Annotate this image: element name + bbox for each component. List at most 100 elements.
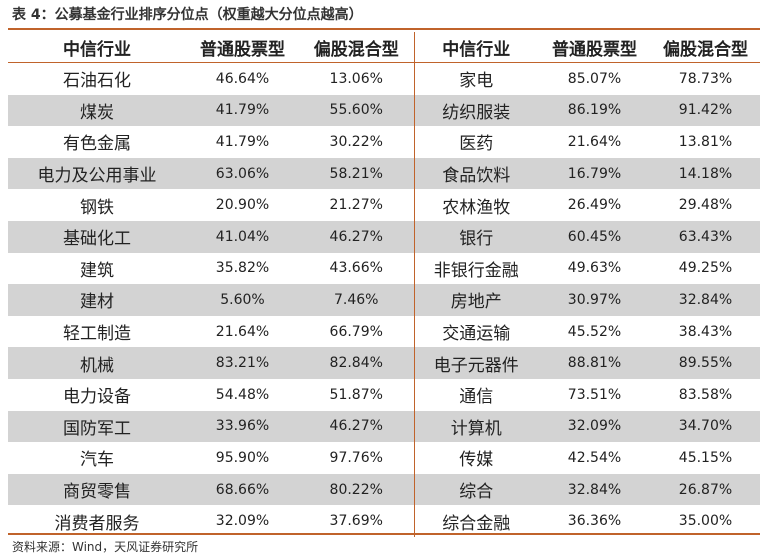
percentile-cell: 21.27% bbox=[329, 197, 383, 214]
percentile-cell: 68.66% bbox=[186, 473, 299, 506]
percentile-cell: 29.48% bbox=[678, 197, 733, 214]
percentile-cell: 45.15% bbox=[678, 449, 733, 466]
percentile-cell: 32.09% bbox=[215, 513, 270, 530]
percentile-cell: 73.51% bbox=[567, 386, 622, 403]
percentile-cell: 42.54% bbox=[567, 449, 622, 466]
percentile-cell: 83.21% bbox=[186, 347, 299, 379]
industry-cell: 交通运输 bbox=[413, 315, 538, 348]
header-hybrid-left: 偏股混合型 bbox=[299, 32, 414, 63]
industry-cell: 电力设备 bbox=[63, 387, 131, 408]
percentile-cell: 63.43% bbox=[651, 220, 760, 253]
percentile-cell: 41.79% bbox=[215, 133, 270, 150]
percentile-cell: 51.87% bbox=[329, 386, 383, 403]
percentile-cell: 34.70% bbox=[651, 410, 760, 443]
percentile-cell: 49.25% bbox=[678, 260, 733, 277]
header-stock-left: 普通股票型 bbox=[186, 32, 299, 63]
table-row: 商贸零售 68.66% 80.22% 综合 32.84% 26.87% bbox=[8, 473, 760, 506]
percentile-cell: 30.22% bbox=[329, 133, 383, 150]
percentile-cell: 88.81% bbox=[538, 347, 651, 379]
percentile-cell: 54.48% bbox=[215, 386, 270, 403]
industry-cell: 汽车 bbox=[80, 450, 114, 471]
percentile-cell: 7.46% bbox=[299, 284, 414, 316]
table-title: 表 4：公募基金行业排序分位点（权重越大分位点越高） bbox=[12, 7, 363, 23]
industry-cell: 综合 bbox=[413, 473, 538, 506]
percentile-cell: 46.64% bbox=[215, 70, 270, 87]
table-header-row: 中信行业 普通股票型 偏股混合型 中信行业 普通股票型 偏股混合型 bbox=[8, 32, 760, 63]
percentile-cell: 32.09% bbox=[538, 410, 651, 443]
percentile-cell: 58.21% bbox=[299, 157, 414, 190]
top-rule bbox=[8, 28, 760, 30]
percentile-cell: 26.49% bbox=[567, 197, 622, 214]
industry-cell: 通信 bbox=[413, 378, 538, 411]
percentile-cell: 45.52% bbox=[567, 323, 622, 340]
percentile-cell: 21.64% bbox=[567, 133, 622, 150]
industry-cell: 非银行金融 bbox=[413, 252, 538, 285]
bottom-rule bbox=[8, 533, 760, 535]
percentile-cell: 16.79% bbox=[538, 157, 651, 190]
industry-cell: 消费者服务 bbox=[54, 513, 140, 534]
percentile-cell: 78.73% bbox=[678, 70, 733, 87]
percentile-cell: 32.84% bbox=[538, 473, 651, 506]
percentile-cell: 80.22% bbox=[299, 473, 414, 506]
industry-cell: 国防军工 bbox=[8, 410, 186, 443]
industry-cell: 有色金属 bbox=[63, 134, 131, 155]
industry-cell: 轻工制造 bbox=[63, 324, 131, 345]
percentile-cell: 63.06% bbox=[186, 157, 299, 190]
header-hybrid-right: 偏股混合型 bbox=[651, 32, 760, 63]
table-row: 消费者服务 32.09% 37.69% 综合金融 36.36% 35.00% bbox=[8, 505, 760, 537]
percentile-cell: 55.60% bbox=[299, 94, 414, 127]
percentile-cell: 82.84% bbox=[299, 347, 414, 379]
percentile-cell: 21.64% bbox=[215, 323, 270, 340]
industry-cell: 机械 bbox=[8, 347, 186, 379]
industry-cell: 计算机 bbox=[413, 410, 538, 443]
industry-cell: 传媒 bbox=[413, 442, 538, 474]
percentile-cell: 86.19% bbox=[538, 94, 651, 127]
industry-cell: 家电 bbox=[413, 62, 538, 95]
header-stock-right: 普通股票型 bbox=[538, 32, 651, 63]
table-row: 电力及公用事业 63.06% 58.21% 食品饮料 16.79% 14.18% bbox=[8, 157, 760, 190]
percentile-cell: 14.18% bbox=[651, 157, 760, 190]
percentile-cell: 5.60% bbox=[186, 284, 299, 316]
ranking-table: 中信行业 普通股票型 偏股混合型 中信行业 普通股票型 偏股混合型 石油石化 46… bbox=[8, 32, 760, 537]
percentile-cell: 46.27% bbox=[299, 410, 414, 443]
table-row: 电力设备 54.48% 51.87% 通信 73.51% 83.58% bbox=[8, 378, 760, 411]
percentile-cell: 41.79% bbox=[186, 94, 299, 127]
industry-cell: 农林渔牧 bbox=[413, 189, 538, 221]
industry-cell: 食品饮料 bbox=[413, 157, 538, 190]
industry-cell: 电力及公用事业 bbox=[8, 157, 186, 190]
percentile-cell: 38.43% bbox=[678, 323, 733, 340]
percentile-cell: 66.79% bbox=[329, 323, 383, 340]
industry-cell: 建材 bbox=[8, 284, 186, 316]
industry-cell: 基础化工 bbox=[8, 220, 186, 253]
percentile-cell: 91.42% bbox=[651, 94, 760, 127]
percentile-cell: 43.66% bbox=[329, 260, 383, 277]
table-row: 轻工制造 21.64% 66.79% 交通运输 45.52% 38.43% bbox=[8, 315, 760, 348]
industry-cell: 综合金融 bbox=[413, 505, 538, 537]
table-row: 国防军工 33.96% 46.27% 计算机 32.09% 34.70% bbox=[8, 410, 760, 443]
industry-cell: 商贸零售 bbox=[8, 473, 186, 506]
table-row: 钢铁 20.90% 21.27% 农林渔牧 26.49% 29.48% bbox=[8, 189, 760, 221]
percentile-cell: 13.06% bbox=[329, 70, 383, 87]
percentile-cell: 35.00% bbox=[678, 513, 733, 530]
industry-cell: 医药 bbox=[413, 126, 538, 158]
industry-cell: 电子元器件 bbox=[413, 347, 538, 379]
industry-cell: 钢铁 bbox=[80, 197, 114, 218]
table-row: 石油石化 46.64% 13.06% 家电 85.07% 78.73% bbox=[8, 62, 760, 95]
industry-cell: 纺织服装 bbox=[413, 94, 538, 127]
industry-cell: 建筑 bbox=[80, 260, 114, 281]
table-row: 有色金属 41.79% 30.22% 医药 21.64% 13.81% bbox=[8, 126, 760, 158]
percentile-cell: 95.90% bbox=[215, 449, 270, 466]
percentile-cell: 46.27% bbox=[299, 220, 414, 253]
industry-cell: 煤炭 bbox=[8, 94, 186, 127]
industry-cell: 银行 bbox=[413, 220, 538, 253]
percentile-cell: 37.69% bbox=[329, 513, 383, 530]
industry-cell: 房地产 bbox=[413, 284, 538, 316]
percentile-cell: 13.81% bbox=[678, 133, 733, 150]
percentile-cell: 97.76% bbox=[329, 449, 383, 466]
table-row: 煤炭 41.79% 55.60% 纺织服装 86.19% 91.42% bbox=[8, 94, 760, 127]
percentile-cell: 60.45% bbox=[538, 220, 651, 253]
percentile-cell: 89.55% bbox=[651, 347, 760, 379]
percentile-cell: 36.36% bbox=[567, 513, 622, 530]
percentile-cell: 33.96% bbox=[186, 410, 299, 443]
percentile-cell: 83.58% bbox=[678, 386, 733, 403]
